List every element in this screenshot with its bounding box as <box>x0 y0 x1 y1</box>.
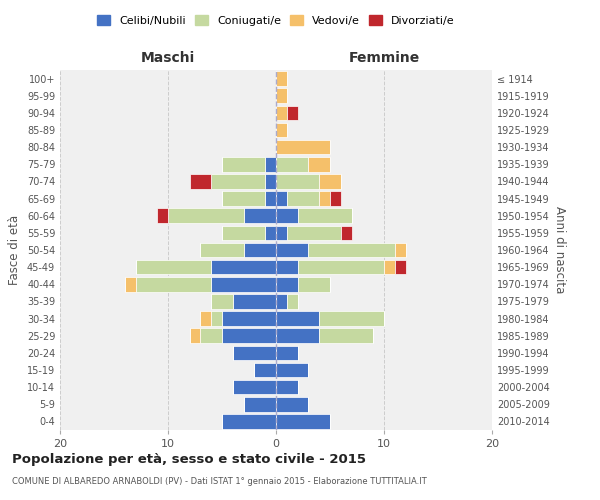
Bar <box>265 157 276 172</box>
Bar <box>125 277 136 291</box>
Bar <box>319 328 373 343</box>
Bar <box>276 88 287 103</box>
Bar <box>190 328 200 343</box>
Bar <box>200 328 222 343</box>
Bar <box>190 174 211 188</box>
Bar <box>276 346 298 360</box>
Y-axis label: Fasce di età: Fasce di età <box>8 215 21 285</box>
Bar <box>276 226 287 240</box>
Bar <box>319 174 341 188</box>
Bar <box>341 226 352 240</box>
Bar <box>276 157 308 172</box>
Bar <box>276 140 330 154</box>
Bar <box>276 192 287 206</box>
Bar <box>276 362 308 378</box>
Bar <box>276 260 298 274</box>
Bar <box>233 346 276 360</box>
Bar <box>254 362 276 378</box>
Bar <box>157 208 168 223</box>
Text: Femmine: Femmine <box>349 51 419 65</box>
Bar <box>222 226 265 240</box>
Bar <box>222 328 276 343</box>
Bar <box>298 277 330 291</box>
Bar <box>330 192 341 206</box>
Bar <box>200 312 211 326</box>
Bar <box>222 414 276 428</box>
Bar <box>244 208 276 223</box>
Bar <box>265 192 276 206</box>
Bar <box>211 277 276 291</box>
Bar <box>276 312 319 326</box>
Bar <box>276 397 308 411</box>
Bar <box>276 122 287 138</box>
Bar <box>276 242 308 258</box>
Bar <box>222 192 265 206</box>
Bar <box>384 260 395 274</box>
Bar <box>276 294 287 308</box>
Bar <box>276 328 319 343</box>
Legend: Celibi/Nubili, Coniugati/e, Vedovi/e, Divorziati/e: Celibi/Nubili, Coniugati/e, Vedovi/e, Di… <box>93 10 459 30</box>
Bar <box>265 226 276 240</box>
Y-axis label: Anni di nascita: Anni di nascita <box>553 206 566 294</box>
Bar <box>265 174 276 188</box>
Text: Popolazione per età, sesso e stato civile - 2015: Popolazione per età, sesso e stato civil… <box>12 452 366 466</box>
Bar <box>276 72 287 86</box>
Bar <box>211 294 233 308</box>
Bar <box>308 242 395 258</box>
Bar <box>308 157 330 172</box>
Bar <box>276 414 330 428</box>
Bar <box>211 260 276 274</box>
Bar <box>276 174 319 188</box>
Bar <box>287 106 298 120</box>
Bar <box>222 312 276 326</box>
Bar <box>319 192 330 206</box>
Bar <box>276 106 287 120</box>
Bar <box>395 260 406 274</box>
Bar <box>276 277 298 291</box>
Text: COMUNE DI ALBAREDO ARNABOLDI (PV) - Dati ISTAT 1° gennaio 2015 - Elaborazione TU: COMUNE DI ALBAREDO ARNABOLDI (PV) - Dati… <box>12 478 427 486</box>
Bar <box>136 277 211 291</box>
Bar <box>211 312 222 326</box>
Bar <box>222 157 265 172</box>
Bar <box>298 260 384 274</box>
Bar <box>168 208 244 223</box>
Text: Maschi: Maschi <box>141 51 195 65</box>
Bar <box>287 192 319 206</box>
Bar <box>200 242 244 258</box>
Bar <box>298 208 352 223</box>
Bar <box>276 380 298 394</box>
Bar <box>395 242 406 258</box>
Bar <box>244 397 276 411</box>
Bar <box>244 242 276 258</box>
Bar <box>211 174 265 188</box>
Bar <box>287 226 341 240</box>
Bar <box>319 312 384 326</box>
Bar <box>233 294 276 308</box>
Bar <box>233 380 276 394</box>
Bar <box>287 294 298 308</box>
Bar <box>276 208 298 223</box>
Bar <box>136 260 211 274</box>
